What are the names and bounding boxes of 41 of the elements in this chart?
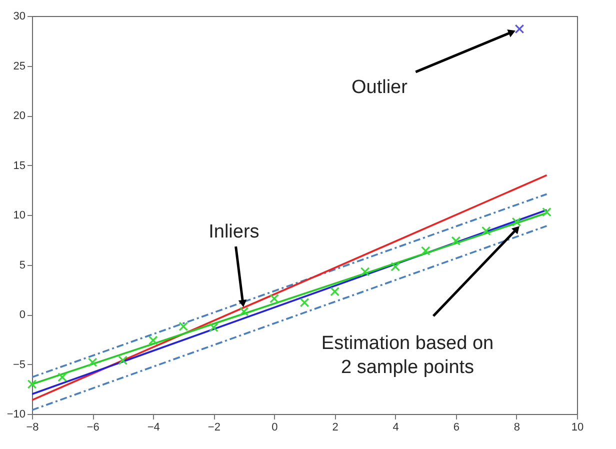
x-tick-label: 10 [571, 422, 584, 434]
point [88, 358, 98, 367]
point [451, 236, 461, 246]
x-tick-label: 0 [272, 422, 278, 434]
point [481, 226, 491, 236]
y-tick-label: −5 [12, 358, 26, 371]
point [542, 207, 552, 217]
y-tick-label: 5 [19, 259, 26, 272]
x-tick-label: −2 [208, 422, 220, 434]
y-tick-label: −10 [6, 408, 26, 420]
y-tick-label: 10 [13, 210, 26, 222]
point [178, 322, 188, 332]
x-tick-label: −4 [147, 422, 160, 434]
x-tick-label: 2 [332, 422, 338, 434]
y-tick-label: 30 [13, 10, 26, 22]
point [512, 217, 522, 227]
y-tick-label: 20 [13, 110, 26, 122]
x-tick-label: 6 [453, 422, 460, 434]
point [148, 336, 158, 346]
point [390, 262, 400, 272]
annotation: Inliers [208, 222, 260, 243]
annotation: Estimation based on 2 sample points [321, 332, 494, 378]
y-tick-label: 15 [13, 160, 26, 172]
x-tick-label: −6 [86, 422, 100, 434]
y-tick-label: 0 [19, 309, 26, 321]
point [58, 372, 67, 382]
point [270, 294, 279, 304]
point [360, 267, 370, 276]
y-tick-label: 25 [13, 60, 26, 72]
point [118, 356, 128, 365]
annotation: Outlier [351, 76, 408, 98]
point [330, 286, 340, 296]
point [420, 246, 430, 256]
point [27, 379, 37, 389]
point [514, 24, 524, 34]
x-tick-label: −8 [26, 422, 39, 434]
x-tick-label: 8 [514, 422, 520, 434]
point [208, 322, 218, 332]
point [300, 298, 310, 308]
x-tick-label: 4 [392, 422, 399, 434]
point [239, 306, 249, 316]
